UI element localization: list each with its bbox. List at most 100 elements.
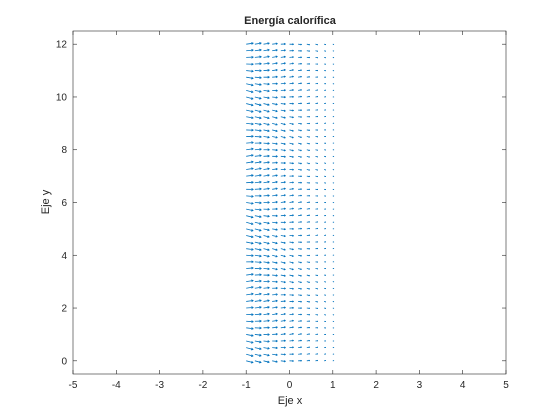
quiver-arrow bbox=[263, 75, 270, 79]
quiver-arrow bbox=[306, 169, 310, 171]
quiver-arrow bbox=[263, 208, 270, 211]
quiver-arrow bbox=[306, 89, 310, 91]
quiver-arrow bbox=[272, 55, 278, 58]
quiver-arrow bbox=[315, 50, 318, 52]
quiver-arrow bbox=[263, 235, 270, 238]
quiver-arrow bbox=[289, 281, 294, 284]
quiver-arrow bbox=[324, 241, 327, 243]
quiver-arrow bbox=[289, 129, 294, 132]
quiver-arrow bbox=[315, 340, 318, 342]
quiver-arrow bbox=[280, 187, 286, 190]
quiver-arrow bbox=[280, 42, 286, 46]
quiver-arrow bbox=[254, 55, 262, 59]
quiver-arrow bbox=[254, 201, 262, 205]
quiver-arrow bbox=[263, 340, 270, 343]
quiver-arrow bbox=[298, 346, 302, 349]
quiver-arrow bbox=[289, 221, 294, 224]
quiver-arrow bbox=[289, 234, 294, 237]
quiver-arrow bbox=[306, 307, 310, 310]
quiver-arrow bbox=[263, 42, 270, 45]
quiver-arrow bbox=[263, 261, 270, 264]
x-tick-label: -5 bbox=[69, 380, 78, 391]
x-tick-label: 2 bbox=[373, 380, 379, 391]
quiver-arrow bbox=[246, 285, 254, 289]
quiver-arrow bbox=[289, 194, 294, 197]
x-ticks: -5 -4 -3 -2 -1 0 1 2 3 4 5 bbox=[69, 31, 509, 391]
quiver-arrow bbox=[315, 287, 318, 290]
quiver-arrow bbox=[315, 89, 318, 91]
quiver-arrow bbox=[306, 221, 310, 223]
quiver-arrow bbox=[246, 48, 254, 52]
quiver-arrow bbox=[324, 340, 327, 342]
quiver-arrow bbox=[289, 339, 294, 342]
quiver-arrow bbox=[324, 63, 327, 65]
quiver-arrow bbox=[246, 334, 254, 337]
quiver-arrow bbox=[246, 221, 254, 226]
quiver-arrow bbox=[272, 248, 278, 251]
quiver-arrow bbox=[280, 274, 286, 277]
quiver-arrow bbox=[246, 42, 254, 45]
quiver-arrow bbox=[263, 194, 270, 197]
quiver-arrow bbox=[306, 201, 310, 204]
quiver-arrow bbox=[289, 142, 294, 145]
quiver-arrow bbox=[315, 201, 318, 204]
quiver-arrow bbox=[280, 129, 286, 132]
quiver-arrow bbox=[289, 248, 294, 251]
quiver-arrow bbox=[306, 241, 310, 243]
quiver-arrow bbox=[289, 326, 294, 329]
x-tick-label: -1 bbox=[242, 380, 251, 391]
quiver-arrow bbox=[324, 221, 327, 223]
quiver-arrow bbox=[280, 326, 286, 329]
quiver-arrow bbox=[306, 95, 310, 98]
quiver-arrow bbox=[306, 207, 310, 210]
quiver-arrow bbox=[272, 326, 278, 329]
quiver-arrow bbox=[263, 122, 270, 126]
quiver-arrow bbox=[315, 254, 318, 257]
quiver-arrow bbox=[272, 280, 278, 284]
quiver-arrow bbox=[263, 201, 270, 204]
quiver-arrow bbox=[298, 326, 302, 329]
quiver-arrow bbox=[289, 43, 294, 46]
quiver-arrow bbox=[280, 194, 286, 197]
quiver-arrow bbox=[289, 56, 294, 59]
quiver-arrow bbox=[298, 320, 302, 322]
quiver-arrow bbox=[315, 208, 318, 210]
quiver-arrow bbox=[324, 228, 327, 230]
quiver-arrow bbox=[246, 320, 254, 323]
quiver-arrow bbox=[298, 241, 302, 244]
quiver-arrow bbox=[272, 346, 278, 350]
quiver-arrow bbox=[289, 306, 294, 309]
quiver-arrow bbox=[280, 312, 286, 316]
quiver-arrow bbox=[289, 332, 294, 335]
quiver-arrow bbox=[254, 292, 262, 296]
quiver-arrow bbox=[254, 340, 262, 344]
quiver-arrow bbox=[263, 129, 270, 133]
quiver-arrow bbox=[289, 181, 294, 184]
quiver-arrow bbox=[254, 103, 262, 107]
quiver-arrow bbox=[306, 339, 310, 342]
quiver-arrow bbox=[254, 180, 262, 184]
quiver-arrow bbox=[306, 353, 310, 355]
quiver-arrow bbox=[289, 162, 294, 165]
quiver-arrow bbox=[306, 294, 310, 297]
quiver-arrow bbox=[289, 82, 294, 85]
quiver-arrow bbox=[324, 353, 327, 355]
y-tick-label: 6 bbox=[61, 198, 67, 209]
quiver-arrow bbox=[254, 109, 262, 113]
quiver-arrow bbox=[315, 261, 318, 263]
quiver-arrow bbox=[298, 162, 302, 165]
quiver-arrow bbox=[263, 319, 270, 323]
quiver-arrow bbox=[246, 260, 254, 264]
quiver-arrow bbox=[298, 274, 302, 277]
quiver-arrow bbox=[254, 76, 262, 79]
quiver-arrow bbox=[272, 221, 278, 224]
quiver-arrow bbox=[246, 241, 254, 245]
quiver-arrow bbox=[324, 261, 327, 263]
quiver-arrow bbox=[254, 42, 262, 45]
quiver-arrow bbox=[280, 293, 286, 296]
quiver-arrow bbox=[324, 346, 327, 349]
quiver-arrow bbox=[254, 260, 262, 264]
quiver-arrow bbox=[246, 160, 254, 164]
